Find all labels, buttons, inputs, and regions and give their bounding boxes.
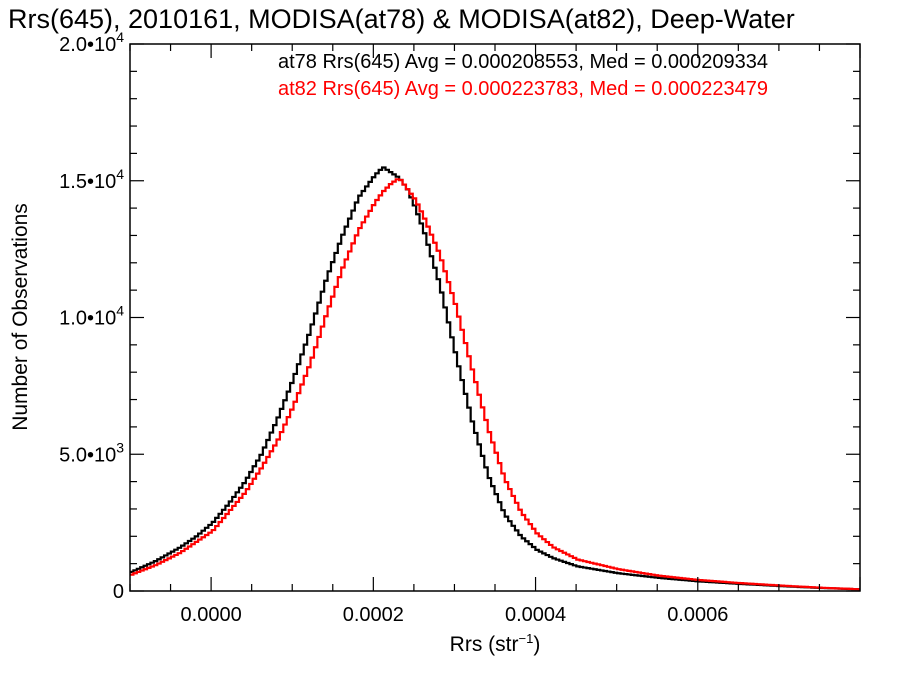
annotation-at78: at78 Rrs(645) Avg = 0.000208553, Med = 0… bbox=[278, 51, 768, 73]
series-layer bbox=[130, 166, 861, 591]
x-axis-label-main: Rrs (str bbox=[450, 633, 519, 656]
y-tick-label: 1.5•104 bbox=[59, 166, 124, 193]
chart-title: Rrs(645), 2010161, MODISA(at78) & MODISA… bbox=[8, 4, 795, 34]
y-tick-label: 1.0•104 bbox=[59, 303, 124, 330]
x-axis-label-end: ) bbox=[533, 633, 540, 656]
y-tick-label: 0 bbox=[113, 581, 124, 603]
x-tick-label: 0.0002 bbox=[343, 604, 404, 626]
y-axis-ticks: 0 5.0•103 1.0•104 1.5•104 2.0•104 bbox=[59, 29, 860, 603]
y-tick-label: 5.0•103 bbox=[59, 439, 124, 466]
plot-area: 0.0000 0.0002 0.0004 0.0006 0 5.0•103 1.0•104… bbox=[59, 29, 861, 626]
y-axis-label: Number of Observations bbox=[9, 203, 32, 431]
x-tick-label: 0.0006 bbox=[667, 604, 728, 626]
x-tick-label: 0.0004 bbox=[505, 604, 566, 626]
x-axis-label-sup: −1 bbox=[519, 631, 534, 646]
annotation-at82: at82 Rrs(645) Avg = 0.000223783, Med = 0… bbox=[278, 78, 768, 100]
x-axis-label: Rrs (str−1) bbox=[450, 631, 541, 656]
plot-frame bbox=[129, 43, 861, 592]
y-tick-label: 2.0•104 bbox=[59, 29, 124, 56]
series-line-1 bbox=[130, 166, 861, 591]
x-tick-label: 0.0000 bbox=[181, 604, 242, 626]
x-axis-ticks: 0.0000 0.0002 0.0004 0.0006 bbox=[129, 44, 861, 626]
series-line-2 bbox=[130, 178, 861, 591]
